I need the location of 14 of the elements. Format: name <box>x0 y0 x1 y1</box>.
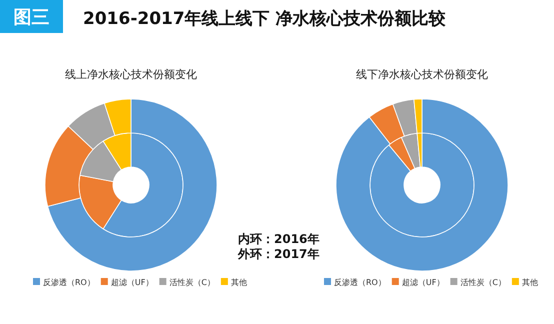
legend-label: 活性炭（C） <box>169 278 215 287</box>
text: 内环：2016年 <box>238 232 320 246</box>
text: 2016-2017年线上线下 净水核心技术份额比较 <box>83 9 447 29</box>
legend-label: 反渗透（RO） <box>334 278 386 287</box>
legend-label: 反渗透（RO） <box>43 278 95 287</box>
text: 外环：2017年 <box>237 247 320 261</box>
legend-label: 超滤（UF） <box>402 278 444 287</box>
chart-title: 线上净水核心技术份额变化 <box>65 68 197 81</box>
text: 图三 <box>14 7 50 28</box>
legend-label: 活性炭（C） <box>460 278 506 287</box>
legend-label: 其他 <box>522 278 538 287</box>
legend-label: 其他 <box>230 278 247 287</box>
chart-title: 线下净水核心技术份额变化 <box>356 68 488 81</box>
legend-label: 超滤（UF） <box>110 278 154 287</box>
